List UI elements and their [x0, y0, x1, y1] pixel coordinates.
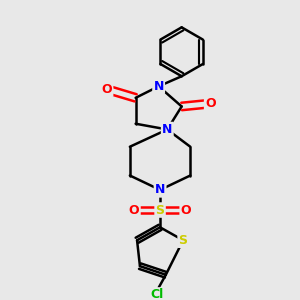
Text: N: N [153, 80, 164, 93]
Text: Cl: Cl [151, 288, 164, 300]
Text: N: N [155, 183, 165, 196]
Text: O: O [101, 83, 112, 96]
Text: N: N [162, 123, 172, 136]
Text: S: S [178, 234, 188, 247]
Text: O: O [205, 97, 216, 110]
Text: O: O [129, 203, 140, 217]
Text: S: S [156, 203, 165, 217]
Text: O: O [181, 203, 191, 217]
